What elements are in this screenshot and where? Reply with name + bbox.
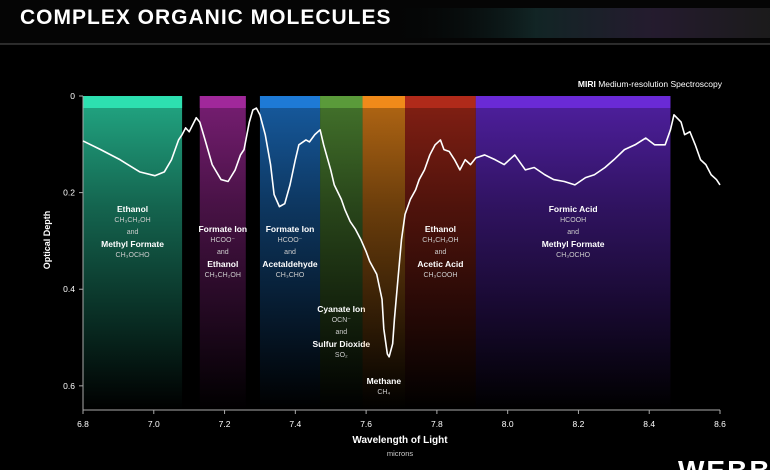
x-tick-label: 8.2 [573, 419, 585, 429]
band-connector: and [335, 329, 347, 336]
band-molecule: Cyanate Ion [317, 304, 365, 314]
y-tick-label: 0.4 [63, 284, 75, 294]
band-molecule: Ethanol [425, 224, 456, 234]
band-top [475, 96, 671, 108]
band-molecule: Methyl Formate [542, 239, 605, 249]
y-tick-label: 0 [70, 91, 75, 101]
band-top [199, 96, 246, 108]
y-tick-label: 0.6 [63, 381, 75, 391]
x-tick-label: 7.4 [289, 419, 301, 429]
band-top [259, 96, 321, 108]
y-axis-label: Optical Depth [42, 211, 52, 270]
band-connector: and [435, 249, 447, 256]
band-formula: CH₃CH₂OH [205, 272, 241, 279]
band-top [83, 96, 183, 108]
band-connector: and [284, 249, 296, 256]
chart-title: COMPLEX ORGANIC MOLECULES [20, 6, 392, 29]
band-top [362, 96, 406, 108]
band-connector: and [127, 229, 139, 236]
x-tick-label: 8.6 [714, 419, 726, 429]
x-tick-label: 7.6 [360, 419, 372, 429]
band-connector: and [217, 249, 229, 256]
band-formula: HCOOH [560, 217, 586, 224]
instrument: MIRI [578, 79, 596, 89]
spectrum-line [82, 107, 721, 358]
band-formula: CH₄ [377, 389, 390, 396]
band-formula: OCN⁻ [332, 317, 352, 324]
band-top [320, 96, 363, 108]
band-molecule: Formic Acid [549, 204, 598, 214]
x-tick-label: 7.2 [219, 419, 231, 429]
band-molecule: Sulfur Dioxide [313, 339, 371, 349]
band-molecule: Formate Ion [198, 224, 247, 234]
logo: WEBB [678, 455, 770, 470]
band-formula: HCOO⁻ [278, 237, 303, 244]
band-molecule: Formate Ion [266, 224, 315, 234]
subtitle: MIRI Medium-resolution Spectroscopy [578, 79, 723, 89]
band-molecule: Acetaldehyde [262, 259, 318, 269]
band [405, 96, 476, 410]
y-tick-label: 0.2 [63, 188, 75, 198]
band-top [405, 96, 476, 108]
band-formula: CH₃CHO [276, 272, 305, 279]
band-molecule: Methane [367, 376, 402, 386]
band-formula: CH₃OCHO [556, 252, 591, 259]
band-formula: SO₂ [335, 352, 348, 359]
header-streak [380, 8, 770, 38]
band-formula: CH₃CH₂OH [114, 217, 150, 224]
band-molecule: Methyl Formate [101, 239, 164, 249]
band-molecule: Ethanol [207, 259, 238, 269]
band-formula: CH₃COOH [423, 272, 457, 279]
x-tick-label: 7.8 [431, 419, 443, 429]
band [259, 96, 321, 410]
x-axis-label: Wavelength of Light [352, 435, 448, 446]
plot: 0 0.2 0.4 0.6 6.8 7.0 7.2 7.4 7.6 7.8 8.0 8.2 8.4 8.6 [63, 91, 726, 429]
bands: Ethanol CH₃CH₂OH and Methyl Formate CH₃OCHO F… [83, 96, 671, 410]
band-formula: CH₃CH₂OH [422, 237, 458, 244]
x-tick-label: 8.4 [643, 419, 655, 429]
band [320, 96, 363, 410]
x-tick-label: 7.0 [148, 419, 160, 429]
subtitle-text: Medium-resolution Spectroscopy [598, 79, 723, 89]
x-tick-label: 8.0 [502, 419, 514, 429]
band [475, 96, 671, 410]
band-molecule: Acetic Acid [417, 259, 463, 269]
x-axis-unit: microns [387, 449, 414, 458]
band-formula: HCOO⁻ [210, 237, 235, 244]
x-tick-label: 6.8 [77, 419, 89, 429]
band-connector: and [567, 229, 579, 236]
band-formula: CH₃OCHO [116, 252, 151, 259]
band [362, 96, 406, 410]
band-molecule: Ethanol [117, 204, 148, 214]
